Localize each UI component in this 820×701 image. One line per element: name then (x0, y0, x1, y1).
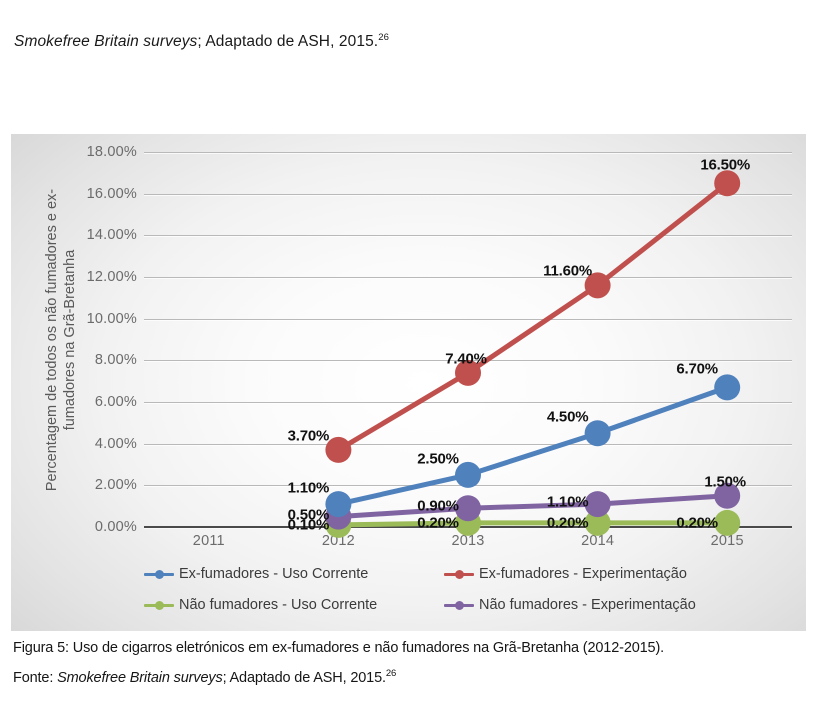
series-line (335, 520, 730, 528)
gridline (144, 318, 792, 320)
legend-item[interactable]: Não fumadores - Uso Corrente (144, 597, 444, 613)
chart-figure: Percentagem de todos os não fumadores e … (11, 134, 806, 631)
y-axis-tick-label: 14.00% (86, 227, 137, 244)
series-layer (325, 170, 741, 538)
y-axis-tick-label: 12.00% (86, 269, 137, 285)
top-source-italic: Smokefree Britain surveys (14, 33, 198, 51)
data-point-marker (714, 482, 741, 509)
data-point-marker (714, 509, 741, 536)
x-axis-tick-label: 2015 (710, 533, 744, 549)
y-axis-ticks: 0.00% 2.00% 4.00% 6.00% 8.00% 10.00% 12.00% 14.… (11, 144, 137, 535)
data-point-label: 3.70% (287, 427, 330, 445)
data-point-marker (714, 170, 741, 197)
series-1 (325, 170, 741, 463)
data-point-marker (325, 491, 352, 518)
series-line (335, 493, 730, 520)
data-point-label: 0.10% (287, 516, 330, 534)
data-point-label: 0.90% (417, 497, 459, 515)
data-point-label: 2.50% (417, 450, 459, 468)
series-0 (325, 374, 741, 518)
legend-marker-icon (444, 568, 474, 580)
figure-caption-line2: Fonte: Smokefree Britain surveys; Adapta… (13, 668, 396, 686)
top-source-rest: ; Adaptado de ASH, 2015. (197, 33, 379, 51)
y-axis-tick-label: 4.00% (94, 435, 137, 452)
top-source-line: Smokefree Britain surveys; Adaptado de A… (14, 32, 389, 51)
data-point-label: 11.60% (543, 262, 593, 280)
gridline (144, 402, 792, 403)
legend-marker-icon (444, 599, 474, 611)
data-point-label: 1.10% (287, 479, 330, 497)
gridline (144, 277, 792, 278)
data-point-label: 4.50% (546, 408, 589, 426)
legend-item[interactable]: Ex-fumadores - Uso Corrente (144, 566, 444, 582)
gridline (144, 152, 792, 153)
x-axis-tick-label: 2012 (321, 533, 355, 549)
series-line (335, 180, 730, 453)
gridline (144, 235, 792, 237)
data-point-label: 0.20% (546, 514, 589, 532)
legend-label: Ex-fumadores - Experimentação (479, 566, 687, 582)
y-axis-tick-label: 2.00% (94, 477, 137, 494)
series-3 (325, 482, 741, 530)
data-point-marker (584, 491, 611, 518)
caption-source-prefix: Fonte: (13, 669, 58, 686)
legend-item[interactable]: Ex-fumadores - Experimentação (444, 566, 744, 582)
figure-caption-line1: Figura 5: Uso de cigarros eletrónicos em… (13, 640, 665, 656)
y-axis-tick-label: 0.00% (94, 519, 137, 535)
data-point-label: 16.50% (700, 156, 751, 174)
data-point-marker (455, 461, 481, 488)
x-axis-tick-label: 2011 (192, 533, 225, 549)
data-point-marker (455, 359, 481, 386)
y-axis-tick-label: 16.00% (86, 185, 137, 202)
data-point-label: 1.50% (704, 473, 746, 491)
data-point-marker (584, 420, 611, 447)
caption-source-italic: Smokefree Britain surveys (57, 669, 223, 686)
data-point-label: 0.20% (676, 514, 718, 532)
data-point-label: 0.20% (417, 514, 459, 532)
legend-label: Não fumadores - Experimentação (479, 597, 696, 613)
y-axis-tick-label: 10.00% (86, 310, 137, 327)
caption-source-rest: ; Adaptado de ASH, 2015. (222, 669, 386, 686)
data-point-marker (584, 509, 611, 536)
legend-marker-icon (144, 568, 174, 580)
top-source-footnote: 26 (378, 32, 389, 43)
data-point-label: 0.50% (287, 506, 330, 524)
legend-label: Ex-fumadores - Uso Corrente (179, 566, 369, 582)
legend-label: Não fumadores - Uso Corrente (179, 597, 378, 613)
data-point-marker (714, 374, 741, 401)
gridline (144, 193, 792, 195)
caption-source-footnote: 26 (385, 668, 397, 679)
data-point-label: 1.10% (546, 493, 589, 511)
data-point-label: 6.70% (676, 360, 718, 378)
data-point-marker (584, 272, 611, 299)
y-axis-tick-label: 8.00% (94, 352, 137, 369)
data-point-label: 7.40% (445, 350, 487, 368)
series-line (335, 384, 730, 507)
y-axis-tick-label: 18.00% (86, 144, 137, 160)
y-axis-tick-label: 6.00% (94, 394, 137, 410)
legend-item[interactable]: Não fumadores - Experimentação (444, 597, 744, 613)
data-point-marker (325, 436, 352, 463)
x-axis-tick-label: 2013 (451, 533, 485, 549)
x-axis-tick-label: 2014 (581, 533, 615, 549)
gridline (144, 443, 792, 445)
data-point-marker (455, 495, 481, 522)
chart-legend: Ex-fumadores - Uso Corrente Ex-fumadores … (144, 566, 744, 613)
legend-marker-icon (144, 599, 174, 611)
